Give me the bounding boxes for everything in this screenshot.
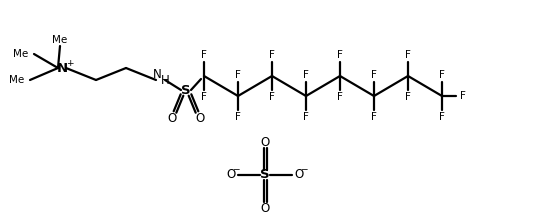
- Text: N: N: [56, 62, 68, 74]
- Text: S: S: [260, 169, 270, 182]
- Text: S: S: [181, 83, 191, 97]
- Text: F: F: [201, 92, 207, 102]
- Text: +: +: [66, 58, 74, 68]
- Text: F: F: [405, 50, 411, 60]
- Text: F: F: [460, 91, 466, 101]
- Text: F: F: [235, 70, 241, 80]
- Text: −: −: [300, 165, 308, 173]
- Text: F: F: [337, 92, 343, 102]
- Text: F: F: [371, 70, 377, 80]
- Text: F: F: [371, 112, 377, 122]
- Text: F: F: [303, 112, 309, 122]
- Text: N: N: [153, 68, 161, 81]
- Text: F: F: [439, 70, 445, 80]
- Text: F: F: [337, 50, 343, 60]
- Text: O: O: [260, 136, 270, 149]
- Text: O: O: [226, 169, 236, 182]
- Text: F: F: [201, 50, 207, 60]
- Text: O: O: [195, 112, 204, 124]
- Text: F: F: [303, 70, 309, 80]
- Text: F: F: [269, 50, 275, 60]
- Text: Me: Me: [13, 49, 28, 59]
- Text: O: O: [260, 202, 270, 215]
- Text: Me: Me: [9, 75, 24, 85]
- Text: O: O: [294, 169, 303, 182]
- Text: O: O: [167, 112, 176, 124]
- Text: F: F: [269, 92, 275, 102]
- Text: F: F: [235, 112, 241, 122]
- Text: F: F: [439, 112, 445, 122]
- Text: Me: Me: [52, 35, 68, 45]
- Text: H: H: [161, 74, 170, 87]
- Text: F: F: [405, 92, 411, 102]
- Text: −: −: [232, 165, 240, 173]
